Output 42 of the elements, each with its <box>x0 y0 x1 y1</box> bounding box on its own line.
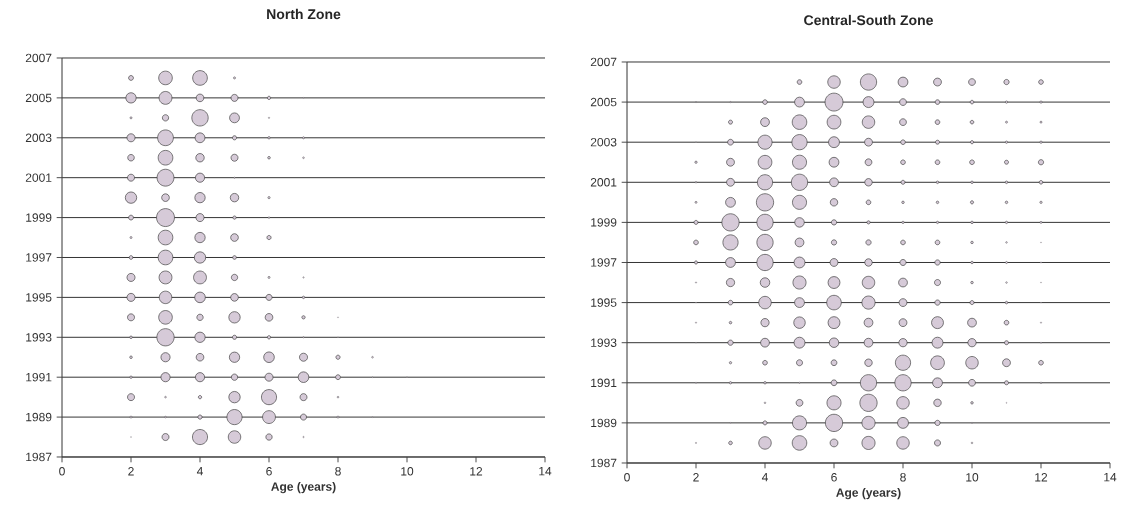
x-tick-label: 4 <box>196 467 203 476</box>
x-tick-label: 12 <box>1035 473 1048 482</box>
x-tick-label: 14 <box>539 467 552 476</box>
x-tick-label: 10 <box>401 467 414 476</box>
y-tick-label: 1999 <box>591 218 617 227</box>
x-tick-label: 6 <box>831 473 837 482</box>
y-tick-label: 1989 <box>591 418 617 428</box>
y-tick-label: 1987 <box>591 458 617 468</box>
y-tick-label: 2001 <box>25 173 52 182</box>
x-tick-label: 8 <box>335 467 341 476</box>
y-tick-label: 2003 <box>590 137 617 147</box>
y-tick-label: 1995 <box>26 293 52 302</box>
x-tick-label: 8 <box>900 473 906 482</box>
x-tick-label: 14 <box>1104 473 1117 482</box>
chart-title: North Zone <box>267 8 341 20</box>
y-tick-label: 2001 <box>590 178 617 187</box>
y-tick-label: 1997 <box>591 258 617 267</box>
x-tick-label: 0 <box>624 473 630 482</box>
x-tick-label: 10 <box>966 473 979 482</box>
y-tick-label: 1995 <box>591 298 617 307</box>
x-tick-label: 2 <box>693 473 699 482</box>
x-axis-title: Age (years) <box>836 488 901 500</box>
x-axis-title: Age (years) <box>271 482 336 494</box>
x-tick-label: 0 <box>59 467 65 476</box>
y-tick-label: 2003 <box>25 133 52 143</box>
y-tick-label: 2007 <box>590 57 617 67</box>
y-tick-label: 1993 <box>591 338 617 347</box>
x-tick-label: 12 <box>470 467 483 476</box>
x-tick-label: 4 <box>761 473 768 482</box>
y-tick-label: 1987 <box>26 452 52 462</box>
x-tick-label: 6 <box>266 467 272 476</box>
y-tick-label: 1993 <box>26 333 52 342</box>
y-tick-label: 2005 <box>25 93 52 103</box>
y-tick-label: 1999 <box>26 213 52 222</box>
x-tick-label: 2 <box>128 467 134 476</box>
y-tick-label: 1991 <box>591 378 617 388</box>
y-tick-label: 1991 <box>26 372 52 382</box>
y-tick-label: 1989 <box>26 412 52 422</box>
y-tick-label: 1997 <box>26 253 52 262</box>
y-tick-label: 2005 <box>590 97 617 107</box>
y-tick-label: 2007 <box>25 53 52 63</box>
chart-title: Central-South Zone <box>804 14 933 26</box>
